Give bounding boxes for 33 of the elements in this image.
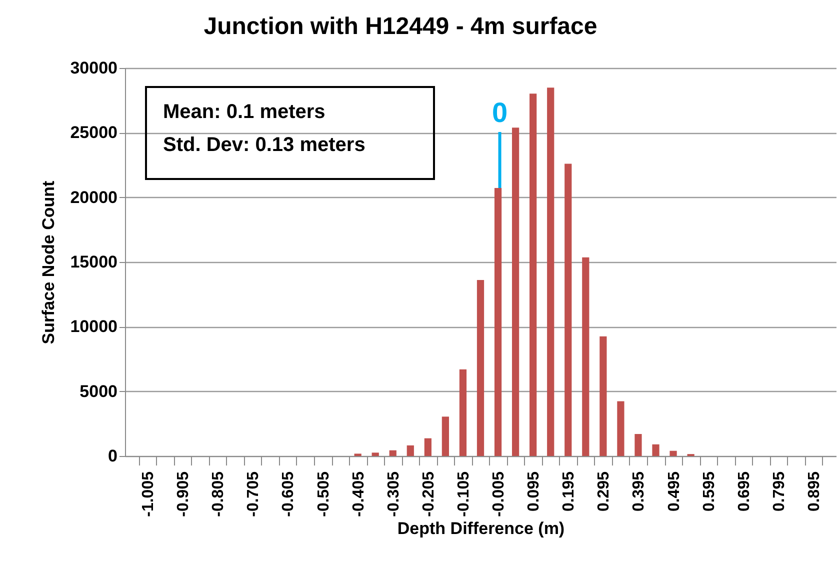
x-tick-label: 0.595 [700,471,718,512]
chart-title: Junction with H12449 - 4m surface [204,13,598,40]
x-tick-label: -0.905 [175,471,192,517]
y-tick-label: 0 [108,446,118,466]
x-tick-label: -0.205 [420,471,438,517]
x-tick-label: 0.495 [666,471,683,512]
x-tick-label: 0.195 [560,471,578,512]
y-tick-label: 20000 [70,188,118,207]
y-tick-label: 25000 [70,123,118,142]
x-tick-label: 0.695 [736,471,753,512]
y-tick-label: 5000 [80,382,118,401]
ref-line-label: 0 [492,97,508,128]
annotation: Std. Dev: 0.13 meters [163,134,366,156]
y-tick-label: 30000 [70,58,118,78]
x-tick-label: -0.005 [490,471,508,517]
x-tick-label: -0.505 [315,471,332,517]
x-tick-label: 0.895 [806,471,823,512]
x-axis-title: Depth Difference (m) [397,518,565,538]
x-tick-label: 0.795 [770,471,788,512]
x-tick-label: -0.805 [210,471,228,517]
x-tick-label: -0.605 [280,471,298,517]
y-axis-title: Surface Node Count [39,180,58,344]
annotation: Mean: 0.1 meters [163,101,326,123]
x-tick-label: -0.705 [245,471,262,517]
x-tick-label: 0.295 [596,471,613,512]
x-tick-label: -0.105 [455,471,472,517]
x-tick-label: -1.005 [140,471,158,517]
x-tick-label: 0.095 [526,471,543,512]
x-tick-label: -0.405 [350,471,368,517]
y-tick-label: 15000 [70,252,118,272]
x-tick-label: -0.305 [385,471,402,517]
y-tick-label: 10000 [70,317,118,336]
x-tick-label: 0.395 [630,471,648,512]
